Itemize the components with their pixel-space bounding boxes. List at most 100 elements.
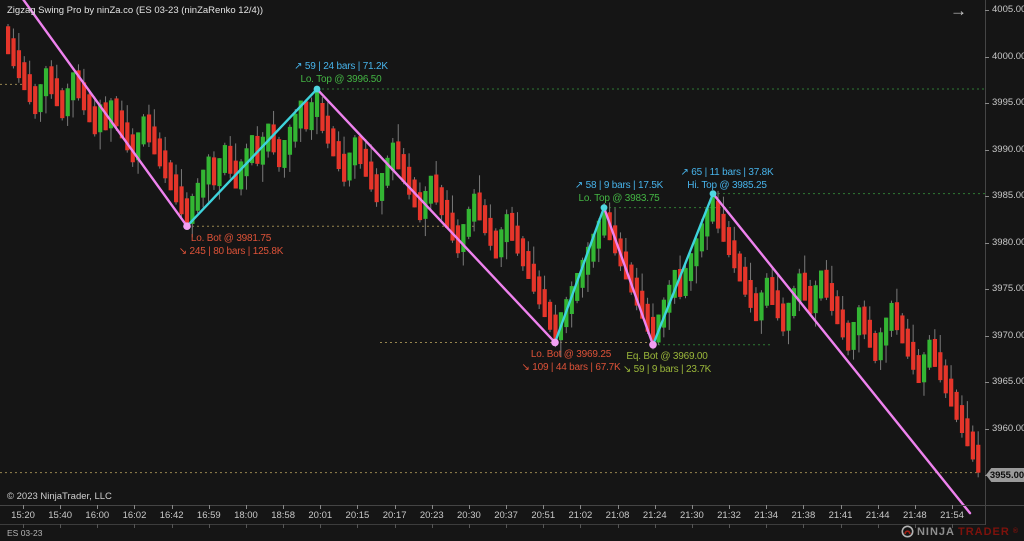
instrument-label: ES 03-23 [7, 528, 43, 538]
date-row-tick [617, 524, 619, 528]
price-axis[interactable]: 4005.00 4000.00 3995.00 3990.00 3985.00 3980.… [985, 0, 1024, 525]
date-row-tick [245, 524, 247, 528]
price-axis-label: 3980.00 [992, 236, 1024, 248]
time-axis-label: 20:30 [457, 510, 481, 521]
brand-reg: ® [1012, 528, 1019, 535]
date-row-separator [0, 524, 985, 525]
price-axis-tick [985, 196, 989, 197]
current-price-marker: 3955.00 [986, 468, 1024, 482]
date-row-tick [914, 524, 916, 528]
date-row-tick [729, 524, 731, 528]
time-axis-label: 21:02 [568, 510, 593, 521]
time-axis-label: 18:00 [234, 510, 258, 521]
date-row-tick [543, 524, 545, 528]
time-axis-label: 21:44 [865, 510, 890, 521]
date-row-tick [357, 524, 359, 528]
time-axis-tick [171, 505, 173, 509]
price-axis-tick [985, 335, 989, 337]
time-axis-tick [97, 505, 99, 509]
price-axis-label: 3965.00 [992, 376, 1024, 387]
time-axis-label: 21:34 [754, 510, 779, 521]
price-axis-tick [985, 382, 989, 383]
date-row-tick [208, 524, 210, 528]
date-row-tick [580, 524, 582, 528]
ninjatrader-logo: NINJA TRADER ® [901, 525, 1019, 538]
date-row-tick [952, 524, 953, 528]
price-axis-label: 3995.00 [992, 97, 1024, 108]
time-axis-tick [952, 505, 953, 509]
price-axis-tick [985, 56, 989, 58]
ninjatrader-icon [901, 525, 914, 538]
date-row-tick [320, 524, 322, 528]
date-row-tick [691, 524, 693, 528]
time-axis-tick [803, 505, 805, 509]
date-row-tick [766, 524, 768, 528]
time-axis-label: 20:51 [531, 510, 556, 521]
time-axis[interactable]: 15:20 15:40 16:00 16:02 16:42 16:59 18:00 18:58… [0, 505, 985, 541]
time-axis-tick [283, 505, 285, 509]
time-axis-label: 16:00 [85, 510, 110, 521]
date-row-tick [134, 524, 136, 528]
time-axis-tick [357, 505, 359, 509]
time-axis-label: 21:08 [605, 510, 630, 521]
date-row-tick [803, 524, 805, 528]
time-axis-label: 21:38 [791, 510, 816, 521]
price-axis-tick [985, 149, 989, 151]
date-row-tick [97, 524, 99, 528]
time-axis-label: 15:40 [48, 510, 73, 521]
date-row-tick [283, 524, 285, 528]
price-axis-tick [985, 289, 989, 290]
time-axis-tick [134, 505, 136, 509]
price-axis-label: 3990.00 [992, 143, 1024, 155]
price-axis-tick [985, 10, 989, 11]
time-axis-tick [23, 505, 24, 509]
price-axis-label: 3970.00 [992, 329, 1024, 341]
price-axis-label: 3960.00 [992, 422, 1024, 434]
brand-trader: TRADER [957, 525, 1010, 538]
copyright-label: © 2023 NinjaTrader, LLC [7, 491, 112, 502]
date-row-tick [60, 524, 62, 528]
price-axis-tick [985, 242, 989, 244]
time-axis-label: 21:41 [828, 510, 853, 521]
price-axis-label: 4000.00 [992, 50, 1024, 62]
time-axis-label: 16:59 [196, 510, 221, 521]
brand-ninja: NINJA [916, 525, 955, 538]
time-axis-tick [60, 505, 62, 509]
time-axis-tick [245, 505, 247, 509]
time-axis-tick [543, 505, 545, 509]
price-axis-separator [985, 0, 986, 525]
price-axis-label: 3985.00 [992, 190, 1024, 201]
date-row-tick [23, 524, 24, 528]
time-axis-label: 18:58 [271, 510, 295, 521]
time-axis-separator [0, 505, 1024, 506]
time-axis-label: 16:02 [122, 510, 147, 521]
time-axis-label: 20:01 [308, 510, 333, 521]
price-axis-label: 4005.00 [992, 4, 1024, 15]
time-axis-tick [320, 505, 322, 509]
time-axis-label: 20:23 [419, 510, 444, 521]
time-axis-label: 16:42 [159, 510, 184, 521]
time-axis-tick [729, 505, 731, 509]
time-axis-label: 21:32 [717, 510, 741, 521]
time-axis-label: 21:48 [902, 510, 927, 521]
time-axis-tick [914, 505, 916, 509]
time-axis-label: 21:54 [940, 510, 964, 521]
time-axis-label: 21:24 [642, 510, 667, 521]
time-axis-label: 20:37 [494, 510, 518, 521]
time-axis-tick [506, 505, 508, 509]
time-axis-tick [617, 505, 619, 509]
time-axis-tick [580, 505, 582, 509]
time-axis-tick [654, 505, 656, 509]
scroll-right-icon[interactable]: → [950, 1, 967, 20]
date-row-tick [877, 524, 879, 528]
price-axis-tick [985, 103, 989, 104]
time-axis-tick [431, 505, 433, 509]
date-row-tick [171, 524, 173, 528]
date-row-tick [394, 524, 396, 528]
time-axis-tick [394, 505, 396, 509]
price-axis-tick [985, 428, 989, 430]
time-axis-tick [766, 505, 768, 509]
time-axis-label: 15:20 [11, 510, 35, 521]
